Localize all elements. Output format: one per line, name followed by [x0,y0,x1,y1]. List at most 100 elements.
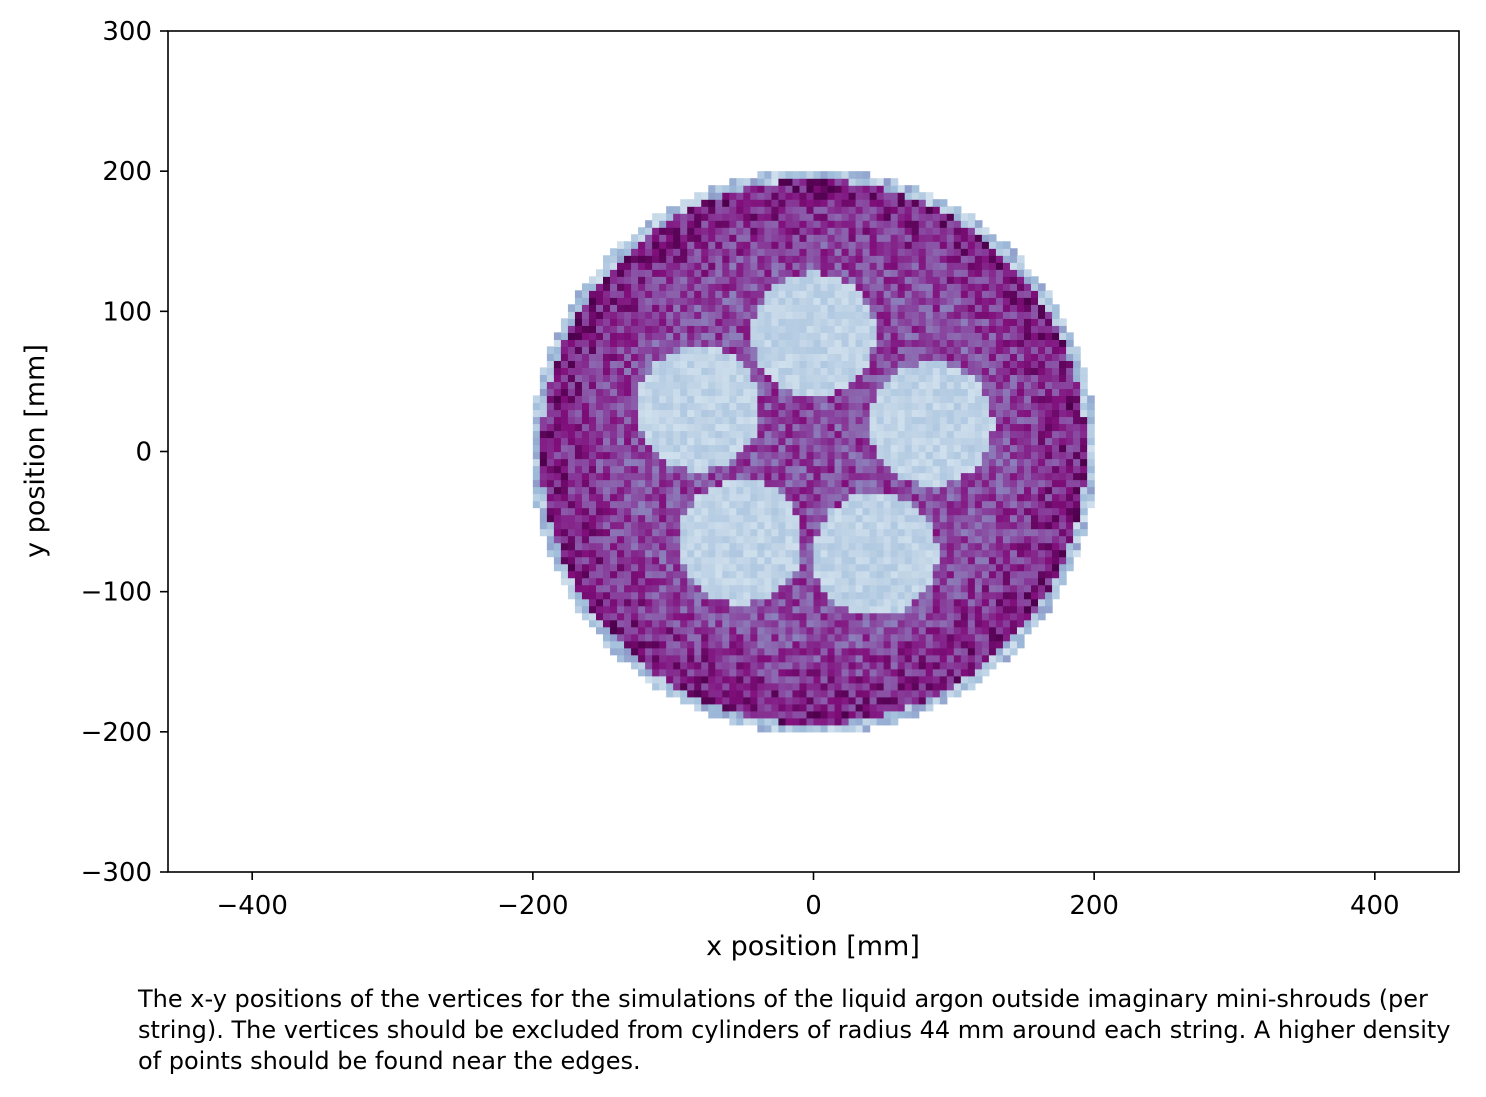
heatmap-cell [764,500,773,509]
heatmap-cell [1031,528,1039,537]
heatmap-cell [567,549,576,558]
heatmap-cell [813,318,822,326]
heatmap-cell [574,346,583,354]
heatmap-cell [883,710,892,719]
heatmap-cell [694,381,702,390]
heatmap-cell [820,535,829,544]
heatmap-cell [610,577,618,586]
heatmap-cell [799,248,808,256]
heatmap-cell [848,465,857,474]
heatmap-cell [1023,556,1032,565]
heatmap-cell [708,570,716,579]
heatmap-cell [932,514,941,523]
heatmap-cell [1009,290,1018,298]
heatmap-cell [827,276,836,284]
heatmap-cell [869,444,878,453]
heatmap-cell [581,605,590,614]
heatmap-cell [953,227,962,235]
heatmap-cell [595,556,604,565]
heatmap-cell [932,304,941,312]
heatmap-cell [911,360,920,368]
heatmap-cell [918,689,927,698]
heatmap-cell [855,255,864,263]
heatmap-cell [911,647,920,656]
heatmap-cell [673,682,681,691]
heatmap-cell [750,325,758,333]
heatmap-cell [876,353,885,361]
heatmap-cell [876,577,885,586]
heatmap-cell [1002,612,1011,621]
heatmap-cell [610,339,618,347]
heatmap-cell [631,290,639,298]
heatmap-cell [862,234,871,242]
heatmap-cell [652,682,660,691]
heatmap-cell [981,451,990,460]
heatmap-cell [876,661,885,670]
heatmap-cell [792,598,801,607]
heatmap-cell [764,703,773,712]
heatmap-cell [981,668,990,677]
heatmap-cell [939,199,948,207]
heatmap-cell [918,381,927,390]
heatmap-cell [981,318,990,326]
heatmap-cell [981,507,990,516]
heatmap-cell [876,332,885,340]
heatmap-cell [778,542,787,551]
heatmap-cell [624,451,632,460]
heatmap-cell [659,619,667,628]
heatmap-cell [715,612,723,621]
heatmap-cell [638,570,646,579]
heatmap-cell [911,577,920,586]
heatmap-cell [778,262,787,270]
heatmap-cell [848,290,857,298]
heatmap-cell [876,458,885,467]
heatmap-cell [827,374,836,383]
heatmap-cell [827,668,836,677]
heatmap-cell [673,402,681,411]
heatmap-cell [974,290,983,298]
heatmap-cell [862,199,871,207]
heatmap-cell [652,528,660,537]
heatmap-cell [876,647,885,656]
heatmap-cell [694,598,702,607]
heatmap-cell [722,493,730,502]
heatmap-cell [750,423,758,432]
heatmap-cell [1038,409,1046,418]
heatmap-cell [862,395,871,404]
heatmap-cell [918,514,927,523]
heatmap-cell [743,619,751,628]
heatmap-cell [771,633,780,642]
heatmap-cell [848,605,857,614]
heatmap-cell [932,409,941,418]
heatmap-cell [855,353,864,361]
heatmap-cell [1002,640,1011,649]
heatmap-cell [1016,570,1025,579]
heatmap-cell [729,199,737,207]
heatmap-cell [722,626,730,635]
heatmap-cell [1016,332,1025,340]
heatmap-cell [771,682,780,691]
heatmap-cell [1023,465,1032,474]
heatmap-cell [862,178,871,186]
heatmap-cell [988,465,997,474]
heatmap-cell [876,570,885,579]
heatmap-cell [953,500,962,509]
heatmap-cell [988,423,997,432]
heatmap-cell [953,381,962,390]
heatmap-cell [946,451,955,460]
heatmap-cell [645,458,653,467]
heatmap-cell [848,220,857,228]
heatmap-cell [897,185,906,193]
heatmap-cell [1016,577,1025,586]
heatmap-cell [771,430,780,439]
heatmap-cell [876,535,885,544]
heatmap-cell [792,290,801,298]
heatmap-cell [1045,458,1053,467]
heatmap-cell [581,437,590,446]
heatmap-cell [666,234,674,242]
heatmap-cell [666,437,674,446]
heatmap-cell [890,458,899,467]
heatmap-cell [960,416,969,425]
heatmap-cell [932,668,941,677]
heatmap-cell [925,612,934,621]
